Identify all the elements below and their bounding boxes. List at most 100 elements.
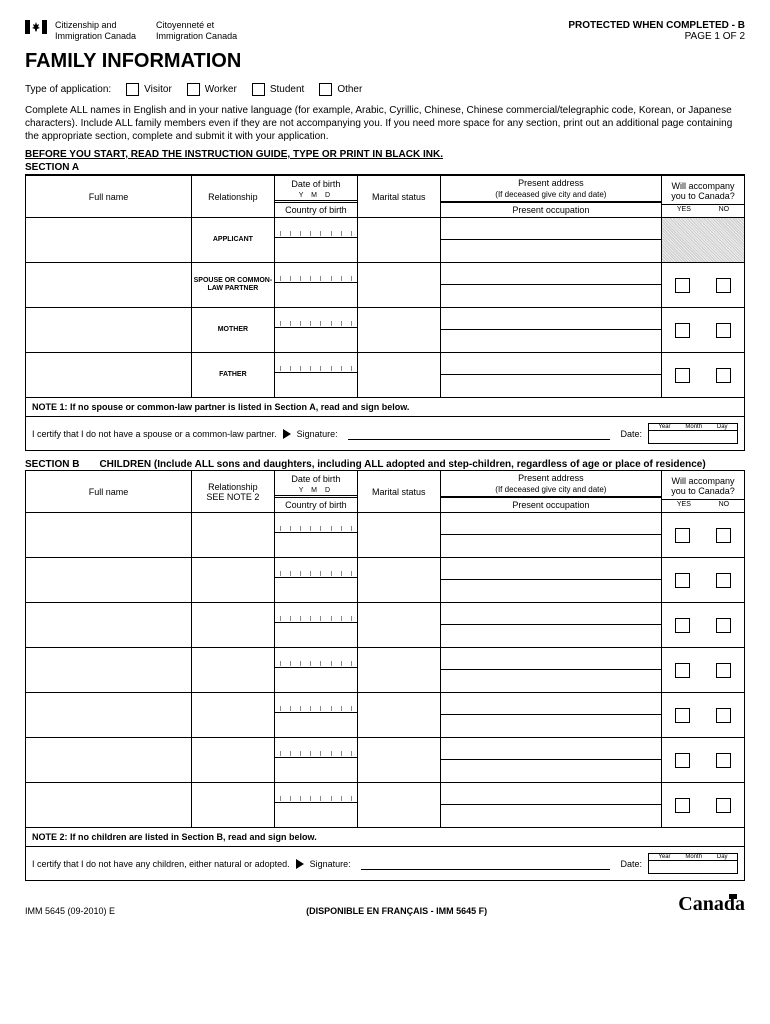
accompany-no-checkbox[interactable] bbox=[716, 323, 731, 338]
address-input[interactable] bbox=[441, 693, 661, 715]
occupation-input[interactable] bbox=[441, 285, 661, 307]
marital-input[interactable] bbox=[357, 558, 440, 603]
dob-input[interactable] bbox=[275, 738, 357, 758]
worker-checkbox[interactable] bbox=[187, 83, 200, 96]
address-input[interactable] bbox=[441, 558, 661, 580]
occupation-input[interactable] bbox=[441, 805, 661, 827]
marital-input[interactable] bbox=[357, 648, 440, 693]
accompany-no-checkbox[interactable] bbox=[716, 798, 731, 813]
accompany-yes-checkbox[interactable] bbox=[675, 528, 690, 543]
address-input[interactable] bbox=[441, 603, 661, 625]
cob-input[interactable] bbox=[275, 328, 357, 352]
address-input[interactable] bbox=[441, 738, 661, 760]
date-input[interactable] bbox=[648, 430, 738, 444]
occupation-input[interactable] bbox=[441, 330, 661, 352]
dob-input[interactable] bbox=[275, 263, 357, 283]
dob-input[interactable] bbox=[275, 693, 357, 713]
cob-input[interactable] bbox=[275, 533, 357, 557]
accompany-yes-checkbox[interactable] bbox=[675, 573, 690, 588]
dob-input[interactable] bbox=[275, 603, 357, 623]
address-input[interactable] bbox=[441, 263, 661, 285]
occupation-input[interactable] bbox=[441, 535, 661, 557]
dob-input[interactable] bbox=[275, 513, 357, 533]
cob-input[interactable] bbox=[275, 758, 357, 782]
marital-input[interactable] bbox=[357, 783, 440, 828]
fullname-input[interactable] bbox=[26, 218, 192, 263]
relationship-input[interactable] bbox=[191, 513, 274, 558]
marital-input[interactable] bbox=[357, 603, 440, 648]
cob-input[interactable] bbox=[275, 623, 357, 647]
occupation-input[interactable] bbox=[441, 240, 661, 262]
accompany-no-checkbox[interactable] bbox=[716, 528, 731, 543]
signature-line[interactable] bbox=[348, 428, 611, 440]
address-input[interactable] bbox=[441, 648, 661, 670]
dob-input[interactable] bbox=[275, 648, 357, 668]
occupation-input[interactable] bbox=[441, 760, 661, 782]
cob-input[interactable] bbox=[275, 668, 357, 692]
fullname-input[interactable] bbox=[26, 308, 192, 353]
address-input[interactable] bbox=[441, 353, 661, 375]
cob-input[interactable] bbox=[275, 578, 357, 602]
relationship-input[interactable] bbox=[191, 738, 274, 783]
cob-input[interactable] bbox=[275, 238, 357, 262]
fullname-input[interactable] bbox=[26, 738, 192, 783]
accompany-no-checkbox[interactable] bbox=[716, 618, 731, 633]
marital-input[interactable] bbox=[357, 513, 440, 558]
accompany-yes-checkbox[interactable] bbox=[675, 323, 690, 338]
address-input[interactable] bbox=[441, 513, 661, 535]
occupation-input[interactable] bbox=[441, 580, 661, 602]
cob-input[interactable] bbox=[275, 713, 357, 737]
fullname-input[interactable] bbox=[26, 263, 192, 308]
dob-input[interactable] bbox=[275, 218, 357, 238]
accompany-no-checkbox[interactable] bbox=[716, 573, 731, 588]
accompany-no-checkbox[interactable] bbox=[716, 278, 731, 293]
fullname-input[interactable] bbox=[26, 648, 192, 693]
occupation-input[interactable] bbox=[441, 625, 661, 647]
accompany-yes-checkbox[interactable] bbox=[675, 368, 690, 383]
address-input[interactable] bbox=[441, 783, 661, 805]
marital-input[interactable] bbox=[357, 263, 440, 308]
relationship-input[interactable] bbox=[191, 558, 274, 603]
cob-input[interactable] bbox=[275, 803, 357, 827]
fullname-input[interactable] bbox=[26, 558, 192, 603]
fullname-input[interactable] bbox=[26, 353, 192, 398]
occupation-input[interactable] bbox=[441, 715, 661, 737]
accompany-yes-checkbox[interactable] bbox=[675, 278, 690, 293]
dob-input[interactable] bbox=[275, 783, 357, 803]
marital-input[interactable] bbox=[357, 308, 440, 353]
accompany-yes-checkbox[interactable] bbox=[675, 618, 690, 633]
fullname-input[interactable] bbox=[26, 513, 192, 558]
fullname-input[interactable] bbox=[26, 603, 192, 648]
address-input[interactable] bbox=[441, 218, 661, 240]
signature-line[interactable] bbox=[361, 858, 611, 870]
visitor-checkbox[interactable] bbox=[126, 83, 139, 96]
cob-input[interactable] bbox=[275, 283, 357, 307]
accompany-no-checkbox[interactable] bbox=[716, 368, 731, 383]
dob-input[interactable] bbox=[275, 353, 357, 373]
other-checkbox[interactable] bbox=[319, 83, 332, 96]
relationship-input[interactable] bbox=[191, 603, 274, 648]
marital-input[interactable] bbox=[357, 218, 440, 263]
accompany-yes-checkbox[interactable] bbox=[675, 708, 690, 723]
accompany-no-checkbox[interactable] bbox=[716, 753, 731, 768]
address-input[interactable] bbox=[441, 308, 661, 330]
relationship-input[interactable] bbox=[191, 693, 274, 738]
fullname-input[interactable] bbox=[26, 783, 192, 828]
date-input[interactable] bbox=[648, 860, 738, 874]
relationship-input[interactable] bbox=[191, 648, 274, 693]
dob-input[interactable] bbox=[275, 558, 357, 578]
accompany-yes-checkbox[interactable] bbox=[675, 663, 690, 678]
student-checkbox[interactable] bbox=[252, 83, 265, 96]
dob-input[interactable] bbox=[275, 308, 357, 328]
marital-input[interactable] bbox=[357, 693, 440, 738]
accompany-no-checkbox[interactable] bbox=[716, 708, 731, 723]
occupation-input[interactable] bbox=[441, 670, 661, 692]
cob-input[interactable] bbox=[275, 373, 357, 397]
accompany-no-checkbox[interactable] bbox=[716, 663, 731, 678]
accompany-yes-checkbox[interactable] bbox=[675, 753, 690, 768]
marital-input[interactable] bbox=[357, 738, 440, 783]
relationship-input[interactable] bbox=[191, 783, 274, 828]
fullname-input[interactable] bbox=[26, 693, 192, 738]
marital-input[interactable] bbox=[357, 353, 440, 398]
occupation-input[interactable] bbox=[441, 375, 661, 397]
